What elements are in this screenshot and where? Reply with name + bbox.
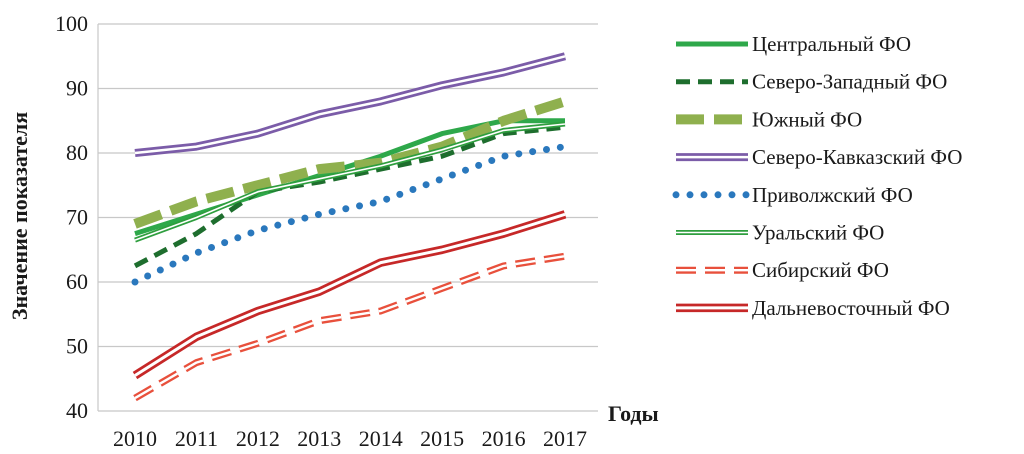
legend-item-3: Южный ФО	[676, 107, 862, 131]
x-tick-2017: 2017	[543, 426, 587, 451]
series-3	[133, 96, 567, 229]
x-tick-2011: 2011	[175, 426, 218, 451]
series-line-5-layer-1	[131, 143, 569, 286]
x-tick-2010: 2010	[113, 426, 157, 451]
legend-label-7: Сибирский ФО	[752, 258, 889, 282]
y-tick-100: 100	[55, 11, 88, 36]
y-tick-40: 40	[66, 398, 88, 423]
y-tick-labels: 40 50 60 70 80 90 100	[55, 11, 88, 423]
legend-item-6: Уральский ФО	[676, 221, 884, 245]
legend-item-2: Северо-Западный ФО	[676, 70, 947, 94]
series-4	[134, 52, 567, 157]
legend-label-4: Северо-Кавказский ФО	[752, 145, 962, 169]
y-axis-title: Значение показателя	[7, 112, 32, 320]
series-line-3-layer-1	[133, 96, 567, 229]
legend-label-1: Центральный ФО	[752, 32, 911, 56]
y-tick-90: 90	[66, 76, 88, 101]
series-line-4-layer-1	[134, 52, 567, 157]
x-tick-2016: 2016	[482, 426, 526, 451]
legend-item-5: Приволжский ФО	[672, 183, 913, 207]
series-8	[132, 210, 567, 380]
legend: Центральный ФО Северо-Западный ФО Южный ФО…	[672, 32, 962, 320]
series-2	[133, 124, 566, 269]
y-tick-50: 50	[66, 334, 88, 359]
legend-label-8: Дальневосточный ФО	[752, 296, 950, 320]
legend-item-8: Дальневосточный ФО	[676, 296, 950, 320]
series-line-6-layer-1	[134, 121, 566, 243]
series-line-4-layer-2	[134, 55, 566, 155]
legend-label-3: Южный ФО	[752, 107, 862, 131]
legend-label-5: Приволжский ФО	[752, 183, 913, 207]
series-7	[133, 252, 566, 402]
x-tick-labels: 2010 2011 2012 2013 2014 2015 2016 2017	[113, 426, 587, 451]
series-line-8-layer-2	[134, 212, 566, 377]
legend-item-7: Сибирский ФО	[676, 258, 889, 282]
y-tick-60: 60	[66, 269, 88, 294]
series-lines	[131, 52, 569, 402]
series-6	[134, 121, 566, 243]
legend-item-4: Северо-Кавказский ФО	[676, 145, 962, 169]
legend-label-6: Уральский ФО	[752, 221, 884, 245]
legend-label-2: Северо-Западный ФО	[752, 70, 947, 94]
x-tick-2015: 2015	[420, 426, 464, 451]
y-tick-70: 70	[66, 205, 88, 230]
series-line-7-layer-2	[134, 255, 566, 400]
x-axis-title: Годы	[608, 401, 659, 426]
series-line-2-layer-1	[133, 124, 566, 269]
series-5	[131, 143, 569, 286]
y-tick-80: 80	[66, 140, 88, 165]
x-tick-2012: 2012	[236, 426, 280, 451]
x-tick-2013: 2013	[297, 426, 341, 451]
x-tick-2014: 2014	[359, 426, 403, 451]
series-line-8-layer-1	[132, 210, 567, 380]
series-line-6-layer-2	[134, 123, 566, 241]
legend-item-1: Центральный ФО	[676, 32, 911, 56]
